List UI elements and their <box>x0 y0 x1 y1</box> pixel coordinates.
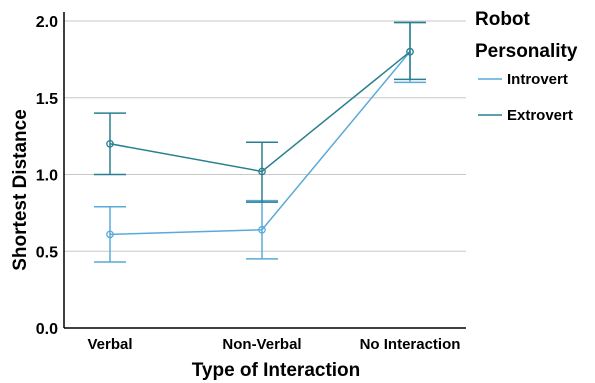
x-tick-label: Non-Verbal <box>222 336 301 353</box>
x-tick-label: Verbal <box>87 336 132 353</box>
y-axis-title: Shortest Distance <box>10 109 31 271</box>
x-tick-labels: Verbal Non-Verbal No Interaction <box>87 336 460 353</box>
legend-label-extrovert: Extrovert <box>507 107 573 124</box>
y-tick-label: 1.0 <box>36 168 58 185</box>
y-tick-label: 0.5 <box>36 244 58 261</box>
axes <box>63 12 466 329</box>
x-axis-title: Type of Interaction <box>192 360 361 381</box>
series-line <box>109 51 411 173</box>
series-line <box>109 51 411 236</box>
y-tick-labels: 0.0 0.5 1.0 1.5 2.0 <box>36 14 58 338</box>
series-layer <box>94 21 426 263</box>
data-point <box>106 230 114 239</box>
series-extrovert <box>94 21 426 203</box>
legend: Robot Personality Introvert Extrovert <box>475 9 578 124</box>
data-point <box>406 47 414 56</box>
data-point <box>106 139 114 148</box>
y-tick-label: 1.5 <box>36 91 58 108</box>
y-tick-label: 2.0 <box>36 14 58 31</box>
gridlines <box>64 20 466 252</box>
y-tick-label: 0.0 <box>36 321 58 338</box>
legend-title-line-2: Personality <box>475 41 578 62</box>
x-tick-label: No Interaction <box>360 336 461 353</box>
legend-title-line-1: Robot <box>475 9 531 30</box>
data-point <box>258 167 266 176</box>
data-point <box>258 225 266 234</box>
legend-label-introvert: Introvert <box>507 71 568 88</box>
